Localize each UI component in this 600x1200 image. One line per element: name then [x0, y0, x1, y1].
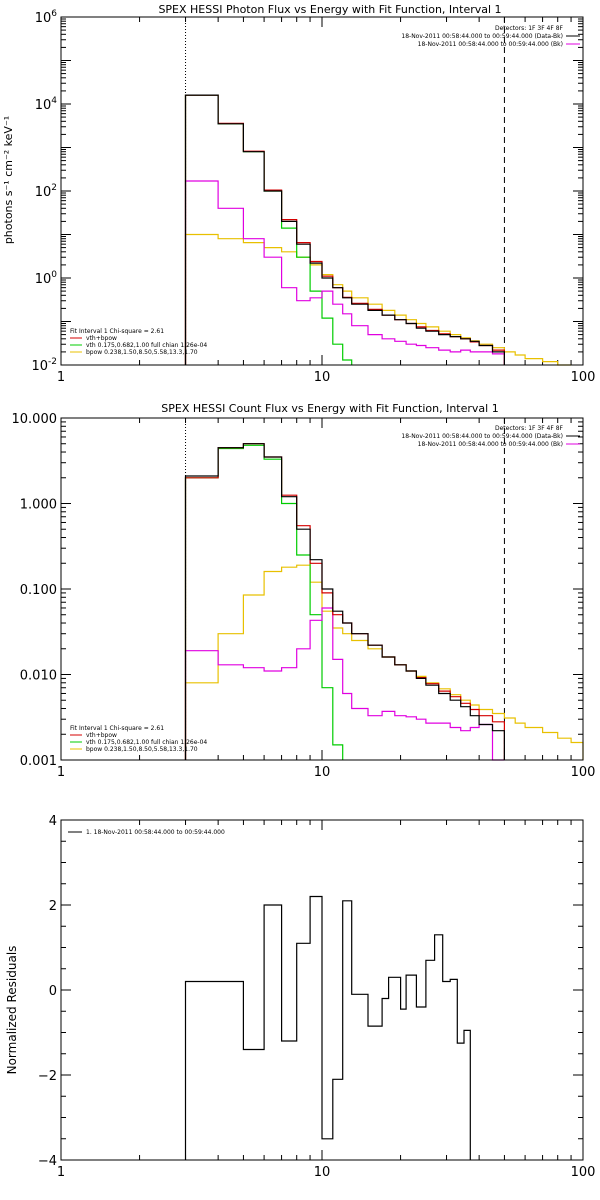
photon-series: [184, 17, 572, 366]
series-line-vth: [184, 94, 353, 365]
count-series: [184, 418, 584, 761]
count-legend-vth: vth 0.175,0.682,1.00 full chian 1.26e-04: [86, 739, 207, 746]
photon-chart-title: SPEX HESSI Photon Flux vs Energy with Fi…: [158, 3, 501, 16]
y-tick-label: 102: [35, 183, 57, 200]
count-plot-frame: [60, 417, 584, 761]
y-tick-label: 100: [35, 270, 58, 287]
series-line-bk: [184, 607, 505, 761]
y-tick-label: −4: [38, 1154, 57, 1169]
x-tick-label: 100: [571, 1165, 596, 1180]
y-tick-label: 0.100: [20, 583, 57, 598]
count-y-tick-labels: 1 10 100 0.001 0.010 0.100 1.000 10.000: [12, 412, 596, 780]
photon-y-axis-label: photons s⁻¹ cm⁻² keV⁻¹: [2, 116, 15, 244]
photon-legend-total: vth+bpow: [86, 335, 117, 342]
series-line-vth: [184, 444, 344, 760]
count-axis-ticks: [60, 417, 584, 761]
y-tick-label: 0.010: [20, 669, 57, 684]
x-tick-label: 10: [314, 370, 331, 385]
photon-legend-databk: 18-Nov-2011 00:58:44.000 to 00:59:44.000…: [401, 33, 563, 40]
y-tick-label: 10-2: [31, 357, 57, 374]
y-tick-label: 104: [35, 96, 58, 113]
y-tick-label: 1.000: [20, 498, 57, 513]
y-tick-label: 2: [49, 899, 57, 914]
photon-legend-bk: 18-Nov-2011 00:58:44.000 to 00:59:44.000…: [418, 41, 563, 48]
y-tick-label: 0: [49, 984, 57, 999]
photon-legend-vth: vth 0.175,0.682,1.00 full chian 1.26e-04: [86, 342, 207, 349]
count-legend-bk: 18-Nov-2011 00:58:44.000 to 00:59:44.000…: [418, 441, 563, 448]
series-line-data-bk: [184, 94, 505, 365]
y-tick-label: −2: [38, 1069, 57, 1084]
series-line-bpow: [184, 564, 584, 760]
y-tick-label: 10.000: [12, 412, 58, 427]
x-tick-label: 10: [314, 765, 331, 780]
y-tick-label: 4: [49, 814, 57, 829]
y-tick-label: 106: [35, 9, 58, 26]
photon-legend-bpow: bpow 0.238,1.50,8.50,5.58,13.3,1.70: [86, 349, 198, 356]
count-detectors-label: Detectors: 1F 3F 4F 8F: [495, 425, 564, 432]
residuals-y-tick-labels: 1 10 100 −4 −2 0 2 4: [38, 814, 596, 1180]
x-tick-label: 1: [57, 1165, 65, 1180]
x-tick-label: 10: [314, 1165, 331, 1180]
count-legend-bpow: bpow 0.238,1.50,8.50,5.58,13.3,1.70: [86, 746, 198, 753]
photon-detectors-label: Detectors: 1F 3F 4F 8F: [495, 25, 564, 32]
series-line-1-18-nov-2011-00-58-44-000-to-00-59-44-000: [184, 895, 471, 1160]
count-legend-databk: 18-Nov-2011 00:58:44.000 to 00:59:44.000…: [401, 433, 563, 440]
x-tick-label: 1: [57, 370, 65, 385]
photon-axis-ticks: [60, 16, 584, 366]
x-tick-label: 100: [571, 765, 596, 780]
count-flux-panel: SPEX HESSI Count Flux vs Energy with Fit…: [12, 402, 596, 780]
count-fit-interval-label: Fit Interval 1 Chi-square = 2.61: [70, 725, 164, 732]
photon-fit-interval-label: Fit Interval 1 Chi-square = 2.61: [70, 328, 164, 335]
residuals-legend-label: 1. 18-Nov-2011 00:58:44.000 to 00:59:44.…: [86, 829, 225, 836]
x-tick-label: 1: [57, 765, 65, 780]
series-line-bk: [184, 180, 505, 365]
y-tick-label: 0.001: [20, 754, 57, 769]
residuals-plot-frame: [60, 819, 584, 1161]
series-line-vth-bpow: [184, 94, 505, 365]
photon-flux-panel: SPEX HESSI Photon Flux vs Energy with Fi…: [2, 3, 595, 385]
series-line-data-bk: [184, 443, 505, 760]
residuals-series: [184, 895, 471, 1160]
residuals-y-axis-label: Normalized Residuals: [5, 946, 19, 1075]
residuals-panel: Normalized Residuals 1 10 100 −4 −2 0 2 4 1. 18…: [5, 814, 595, 1180]
count-chart-title: SPEX HESSI Count Flux vs Energy with Fit…: [161, 402, 498, 415]
photon-plot-frame: [60, 16, 584, 366]
count-legend-total: vth+bpow: [86, 732, 117, 739]
x-tick-label: 100: [571, 370, 596, 385]
series-line-vth-bpow: [184, 443, 505, 760]
series-line-bpow: [184, 233, 572, 366]
